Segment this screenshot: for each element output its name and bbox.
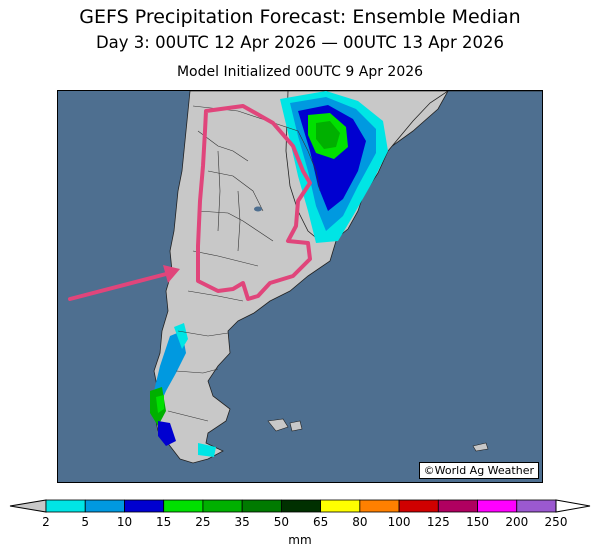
south-georgia-island (472, 442, 489, 452)
legend-color-box (241, 499, 282, 513)
legend-color-box (477, 499, 518, 513)
legend-tick-label: 65 (313, 515, 328, 529)
legend-color-box (124, 499, 165, 513)
legend-tick-label: 2 (42, 515, 50, 529)
annotation-outline (196, 104, 312, 301)
legend-tick-label: 10 (117, 515, 132, 529)
legend-tick-label: 15 (156, 515, 171, 529)
legend-color-box (437, 499, 478, 513)
legend-color-box (516, 499, 557, 513)
precip-areas (150, 91, 388, 457)
boundaries (167, 105, 321, 422)
legend-color-box (163, 499, 204, 513)
colorbar-legend: 2 5 10 15 25 35 50 65 80 100 125 150 200 250 mm (9, 499, 591, 547)
annotation-arrow (68, 271, 172, 301)
legend-tick-label: 5 (81, 515, 89, 529)
legend-color-box (359, 499, 400, 513)
legend-color-box (320, 499, 361, 513)
legend-tick-label: 100 (388, 515, 411, 529)
precip-map (58, 91, 542, 482)
legend-tick-label: 35 (235, 515, 250, 529)
legend-tick-label: 80 (352, 515, 367, 529)
legend-tick-label: 25 (195, 515, 210, 529)
legend-tick-label: 250 (545, 515, 568, 529)
model-init-time: Model Initialized 00UTC 9 Apr 2026 (176, 64, 424, 80)
legend-tick-label: 200 (505, 515, 528, 529)
legend-over-arrow (555, 499, 591, 513)
legend-color-box (45, 499, 86, 513)
annotation-arrowhead (163, 265, 180, 283)
credit-label: ©World Ag Weather (418, 462, 539, 479)
falkland-islands (267, 418, 303, 432)
forecast-period: Day 3: 00UTC 12 Apr 2026 — 00UTC 13 Apr … (95, 33, 505, 52)
legend-under-arrow (9, 499, 47, 513)
legend-tick-label: 125 (427, 515, 450, 529)
map-title: GEFS Precipitation Forecast: Ensemble Me… (79, 6, 521, 28)
lake (254, 206, 262, 212)
legend-unit: mm (288, 533, 311, 547)
legend-color-box (202, 499, 243, 513)
map-panel: ©World Ag Weather (57, 90, 543, 483)
legend-color-box (280, 499, 322, 513)
legend-color-box (398, 499, 439, 513)
legend-tick-label: 150 (466, 515, 489, 529)
legend-tick-label: 50 (274, 515, 289, 529)
legend-color-box (84, 499, 125, 513)
